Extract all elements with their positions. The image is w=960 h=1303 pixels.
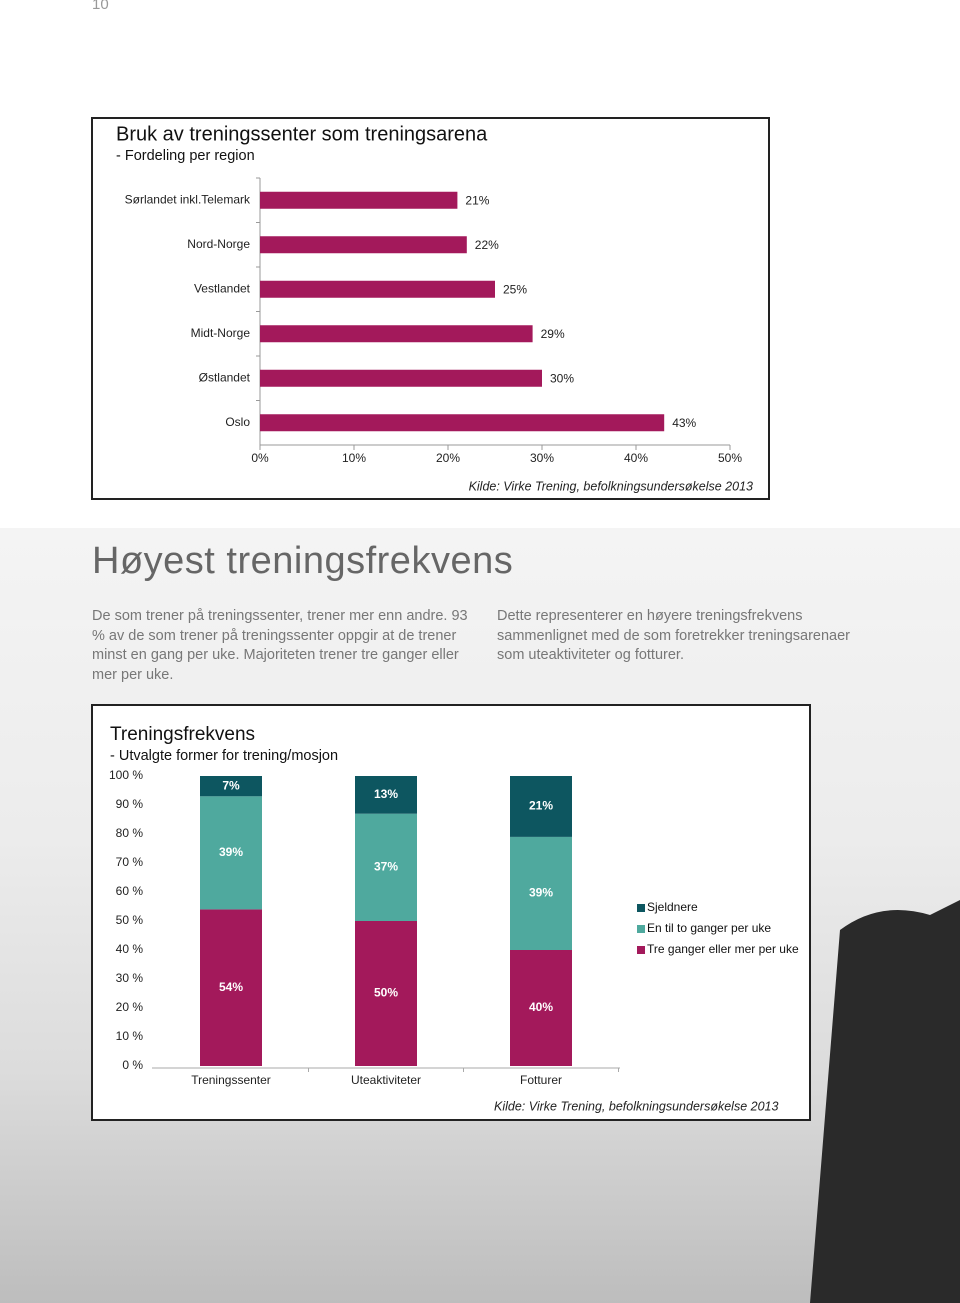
bar-segment bbox=[355, 921, 417, 1066]
legend-label: Sjeldnere bbox=[647, 900, 698, 914]
value-label: 37% bbox=[374, 860, 398, 874]
bar-segment bbox=[355, 813, 417, 921]
x-tick-label: Fotturer bbox=[520, 1073, 562, 1087]
photo-arm bbox=[810, 900, 960, 1303]
value-label: 29% bbox=[541, 327, 565, 341]
chart-subtitle: - Utvalgte former for trening/mosjon bbox=[110, 748, 338, 764]
value-label: 30% bbox=[550, 371, 574, 385]
value-label: 22% bbox=[475, 238, 499, 252]
value-label: 39% bbox=[219, 845, 243, 859]
chart-frame bbox=[91, 117, 770, 500]
y-tick-label: Østlandet bbox=[199, 370, 251, 384]
y-tick-label: 20 % bbox=[116, 1000, 144, 1014]
source: Kilde: Virke Trening, befolkningsundersø… bbox=[494, 1099, 778, 1113]
x-tick-label: Treningssenter bbox=[191, 1073, 271, 1087]
page-number: 10 bbox=[92, 0, 109, 13]
y-tick-label: 30 % bbox=[116, 971, 144, 985]
legend-label: Tre ganger eller mer per uke bbox=[647, 942, 799, 956]
legend-swatch bbox=[637, 904, 645, 912]
chart-subtitle: - Fordeling per region bbox=[116, 148, 255, 164]
x-tick-label: 50% bbox=[718, 451, 742, 465]
legend-swatch bbox=[637, 946, 645, 954]
y-tick-label: 80 % bbox=[116, 826, 144, 840]
x-tick-label: 40% bbox=[624, 451, 648, 465]
y-tick-label: Vestlandet bbox=[194, 281, 251, 295]
y-tick-label: 70 % bbox=[116, 855, 144, 869]
legend-label: En til to ganger per uke bbox=[647, 921, 771, 935]
legend-swatch bbox=[637, 925, 645, 933]
x-tick-label: Uteaktiviteter bbox=[351, 1073, 421, 1087]
y-tick-label: 50 % bbox=[116, 913, 144, 927]
y-tick-label: 10 % bbox=[116, 1029, 144, 1043]
x-tick-label: 30% bbox=[530, 451, 554, 465]
y-tick-label: 0 % bbox=[122, 1058, 143, 1072]
x-tick-label: 0% bbox=[251, 451, 269, 465]
paragraph: De som trener på treningssenter, trener … bbox=[92, 608, 468, 683]
y-tick-label: Nord-Norge bbox=[187, 237, 250, 251]
y-tick-label: Midt-Norge bbox=[191, 326, 251, 340]
bar bbox=[260, 369, 542, 387]
y-tick-label: 60 % bbox=[116, 884, 144, 898]
value-label: 25% bbox=[503, 282, 527, 296]
value-label: 43% bbox=[672, 416, 696, 430]
chart-title: Treningsfrekvens bbox=[110, 724, 255, 745]
value-label: 13% bbox=[374, 787, 398, 801]
value-label: 21% bbox=[529, 799, 553, 813]
bar-segment bbox=[200, 796, 262, 910]
heading: Høyest treningsfrekvens bbox=[92, 540, 514, 582]
bar-segment bbox=[200, 776, 262, 797]
y-tick-label: 100 % bbox=[109, 768, 143, 782]
y-tick-label: 90 % bbox=[116, 797, 144, 811]
bar bbox=[260, 191, 458, 209]
source: Kilde: Virke Trening, befolkningsundersø… bbox=[469, 479, 753, 493]
x-tick-label: 10% bbox=[342, 451, 366, 465]
chart-frame bbox=[91, 704, 811, 1121]
y-tick-label: Sørlandet inkl.Telemark bbox=[125, 192, 251, 206]
paragraph: Dette representerer en høyere treningsfr… bbox=[497, 608, 850, 663]
value-label: 7% bbox=[222, 778, 240, 792]
x-tick-label: 20% bbox=[436, 451, 460, 465]
bar-segment bbox=[200, 909, 262, 1066]
value-label: 21% bbox=[465, 193, 489, 207]
bar-segment bbox=[510, 776, 572, 837]
bar bbox=[260, 325, 533, 343]
bar-segment bbox=[510, 836, 572, 950]
bar-segment bbox=[355, 776, 417, 814]
bar bbox=[260, 236, 467, 254]
value-label: 40% bbox=[529, 1000, 553, 1014]
bar-segment bbox=[510, 950, 572, 1066]
bar bbox=[260, 280, 495, 298]
value-label: 50% bbox=[374, 986, 398, 1000]
bar bbox=[260, 414, 665, 432]
y-tick-label: 40 % bbox=[116, 942, 144, 956]
y-tick-label: Oslo bbox=[225, 415, 250, 429]
chart-title: Bruk av treningssenter som treningsarena bbox=[116, 123, 488, 145]
value-label: 54% bbox=[219, 980, 243, 994]
value-label: 39% bbox=[529, 886, 553, 900]
